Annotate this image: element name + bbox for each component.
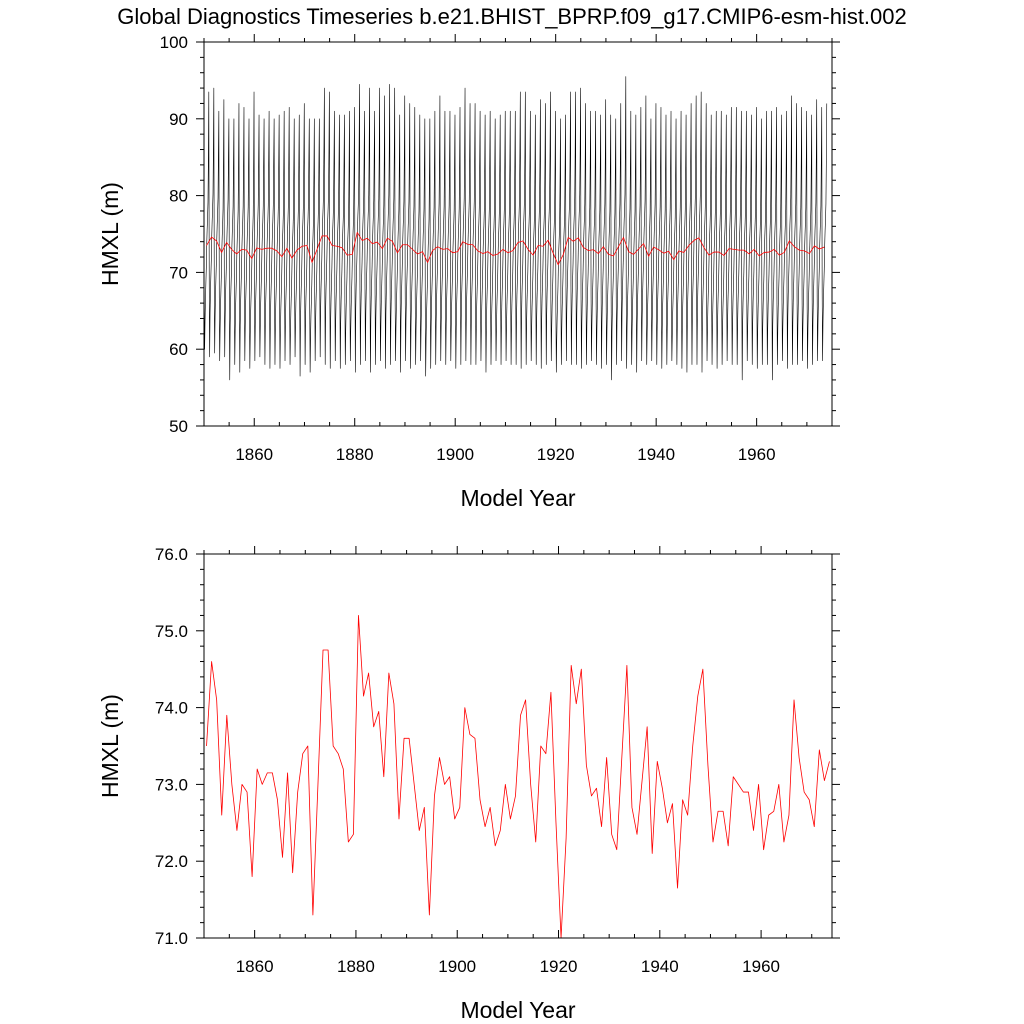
bottom-chart-ticks [196, 546, 840, 939]
y-tick-label: 80 [169, 187, 188, 206]
y-tick-label: 100 [160, 33, 188, 52]
x-tick-label: 1920 [537, 445, 575, 464]
bottom-x-tick-labels: 1860 1880 1900 1920 1940 1960 [236, 957, 780, 976]
x-tick-label: 1940 [641, 957, 679, 976]
figure-title: Global Diagnostics Timeseries b.e21.BHIS… [117, 4, 907, 29]
bottom-y-axis-label: HMXL (m) [97, 694, 123, 798]
y-tick-label: 70 [169, 263, 188, 282]
top-chart-panel: 50 60 70 80 90 100 1860 1880 1900 1920 1940 1960 M… [97, 33, 840, 511]
y-tick-label: 73.0 [155, 775, 188, 794]
x-tick-label: 1940 [637, 445, 675, 464]
y-tick-label: 72.0 [155, 852, 188, 871]
x-tick-label: 1880 [337, 957, 375, 976]
bottom-chart-frame [203, 553, 833, 939]
x-tick-label: 1860 [235, 445, 273, 464]
y-tick-label: 76.0 [155, 545, 188, 564]
top-chart-ticks [196, 34, 840, 427]
y-tick-label: 74.0 [155, 699, 188, 718]
x-tick-label: 1860 [236, 957, 274, 976]
x-tick-label: 1880 [336, 445, 374, 464]
y-tick-label: 71.0 [155, 929, 188, 948]
bottom-x-axis-label: Model Year [460, 997, 575, 1023]
top-y-axis-label: HMXL (m) [97, 182, 123, 286]
top-x-tick-labels: 1860 1880 1900 1920 1940 1960 [235, 445, 775, 464]
y-tick-label: 90 [169, 110, 188, 129]
bottom-y-tick-labels: 71.0 72.0 73.0 74.0 75.0 76.0 [155, 545, 188, 948]
x-tick-label: 1920 [540, 957, 578, 976]
y-tick-label: 50 [169, 417, 188, 436]
y-tick-label: 60 [169, 340, 188, 359]
top-y-tick-labels: 50 60 70 80 90 100 [160, 33, 188, 436]
x-tick-label: 1900 [436, 445, 474, 464]
x-tick-label: 1960 [738, 445, 776, 464]
top-x-axis-label: Model Year [460, 485, 575, 511]
x-tick-label: 1960 [742, 957, 780, 976]
bottom-annual-mean-series-line [206, 615, 830, 939]
bottom-chart-panel: 71.0 72.0 73.0 74.0 75.0 76.0 1860 1880 1900 192… [97, 545, 840, 1023]
top-annual-mean-series-line [206, 232, 825, 266]
top-chart-frame [203, 41, 833, 427]
x-tick-label: 1900 [438, 957, 476, 976]
y-tick-label: 75.0 [155, 622, 188, 641]
top-monthly-series-line [203, 76, 828, 381]
